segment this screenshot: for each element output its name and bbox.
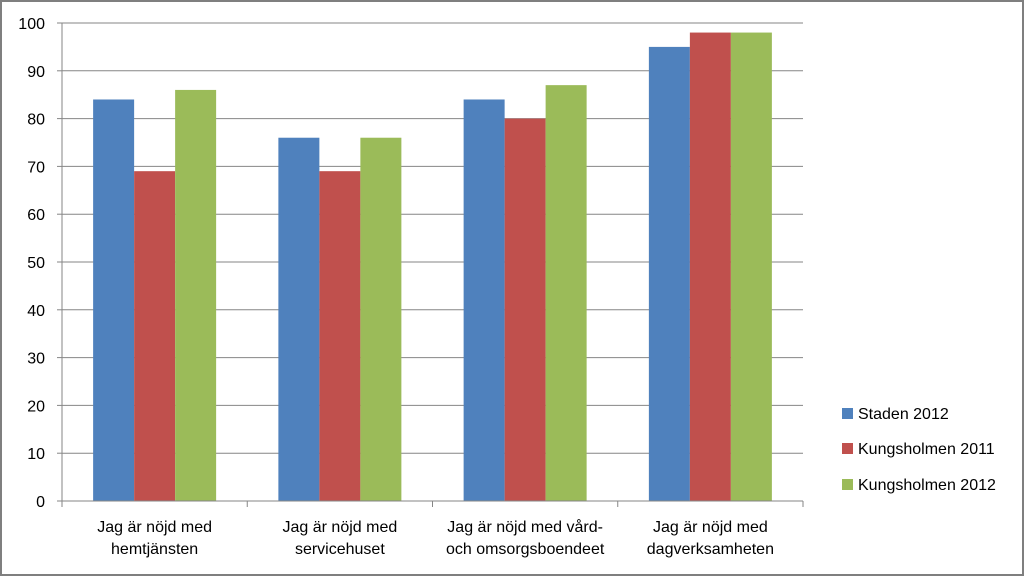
x-category-label: Jag är nöjd med servicehuset <box>283 519 398 558</box>
bars <box>93 32 772 502</box>
bar <box>545 85 587 501</box>
x-category-label: Jag är nöjd med vård-och omsorgsboendeet <box>446 518 605 558</box>
y-tick-label: 100 <box>18 16 45 33</box>
bar <box>319 171 361 501</box>
bar <box>175 89 217 502</box>
y-tick-label: 10 <box>27 446 45 463</box>
legend-label: Kungsholmen 2012 <box>858 477 996 494</box>
bar <box>278 137 320 501</box>
y-tick-label: 60 <box>27 207 45 224</box>
bar <box>360 137 402 501</box>
y-tick-label: 40 <box>27 303 45 320</box>
y-tick-label: 0 <box>36 494 45 511</box>
y-tick-label: 20 <box>27 398 45 415</box>
bar <box>730 32 772 502</box>
bar <box>648 46 690 502</box>
y-tick-label: 90 <box>27 64 45 81</box>
legend-swatch <box>842 479 853 490</box>
bar <box>93 99 135 501</box>
y-tick-label: 70 <box>27 159 45 176</box>
y-axis-tick-labels: 0 10 20 30 40 50 60 70 80 90 100 <box>18 16 45 511</box>
bar <box>689 32 731 502</box>
x-category-label: Jag är nöjd med dagverksamheten <box>647 519 774 558</box>
bar <box>134 171 176 501</box>
bar <box>504 118 546 501</box>
x-axis-category-labels: Jag är nöjd med hemtjänsten Jag är nöjd me… <box>97 518 774 558</box>
legend-label: Kungsholmen 2011 <box>858 441 995 458</box>
legend-label: Staden 2012 <box>858 406 949 423</box>
legend-swatch <box>842 443 853 454</box>
axes <box>57 22 804 507</box>
bar <box>463 99 505 501</box>
legend: Staden 2012 Kungsholmen 2011 Kungsholmen 2… <box>842 406 996 494</box>
legend-swatch <box>842 408 853 419</box>
y-tick-label: 30 <box>27 351 45 368</box>
y-tick-label: 80 <box>27 112 45 129</box>
x-category-label: Jag är nöjd med hemtjänsten <box>97 519 212 558</box>
y-tick-label: 50 <box>27 255 45 272</box>
